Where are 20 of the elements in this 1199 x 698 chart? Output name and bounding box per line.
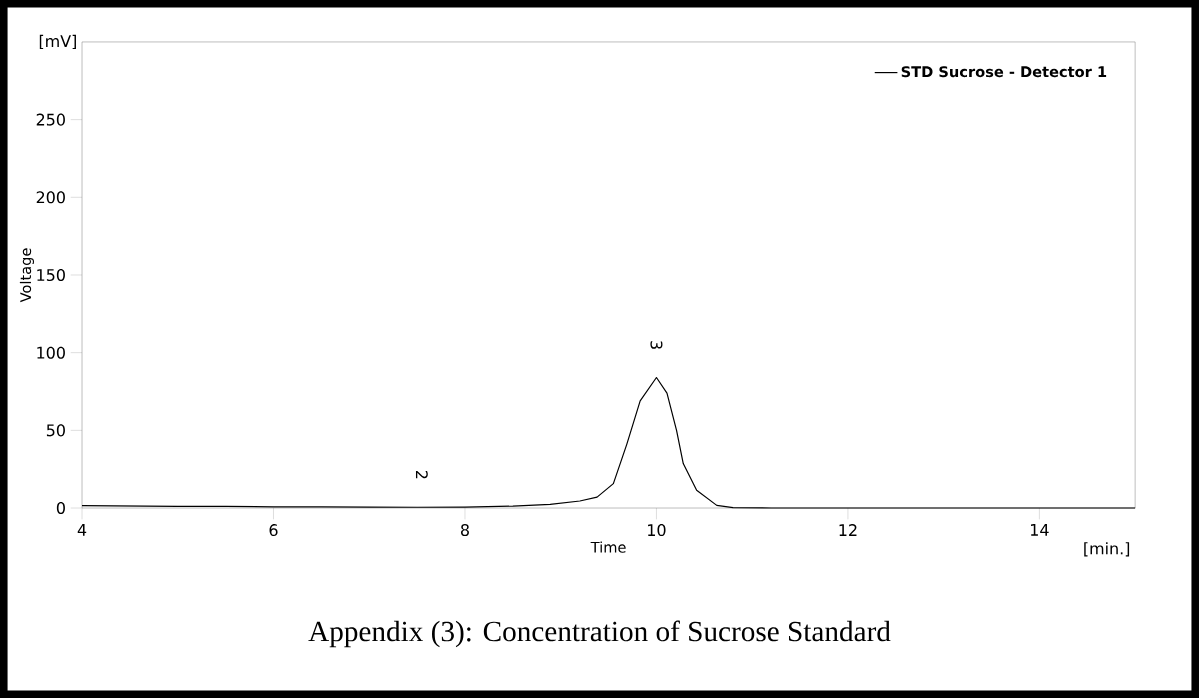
y-tick-label: 200 (36, 191, 65, 204)
x-tick-label: 8 (460, 523, 469, 537)
y-axis-title: Voltage (19, 248, 34, 303)
annotation: 2 (415, 470, 428, 479)
legend-label: STD Sucrose - Detector 1 (901, 66, 1107, 78)
y-tick-label: 100 (37, 346, 65, 359)
x-tick-label: 12 (839, 523, 857, 536)
text: Appendix (3): Concentration of Sucrose Standard (308, 620, 891, 648)
y-tick-label: 50 (46, 424, 65, 437)
text: [mV] (39, 34, 76, 49)
y-tick-label: 0 (56, 501, 65, 514)
x-axis-title: Time (590, 541, 626, 553)
y-tick-label: 250 (36, 113, 65, 126)
text: [min.] (1084, 542, 1130, 557)
x-tick-label: 6 (269, 523, 278, 537)
x-tick-label: 14 (1031, 523, 1049, 536)
annotation: 3 (650, 341, 663, 349)
x-tick-label: 10 (648, 523, 666, 537)
x-tick-label: 4 (77, 523, 87, 536)
y-tick-label: 150 (37, 268, 65, 281)
